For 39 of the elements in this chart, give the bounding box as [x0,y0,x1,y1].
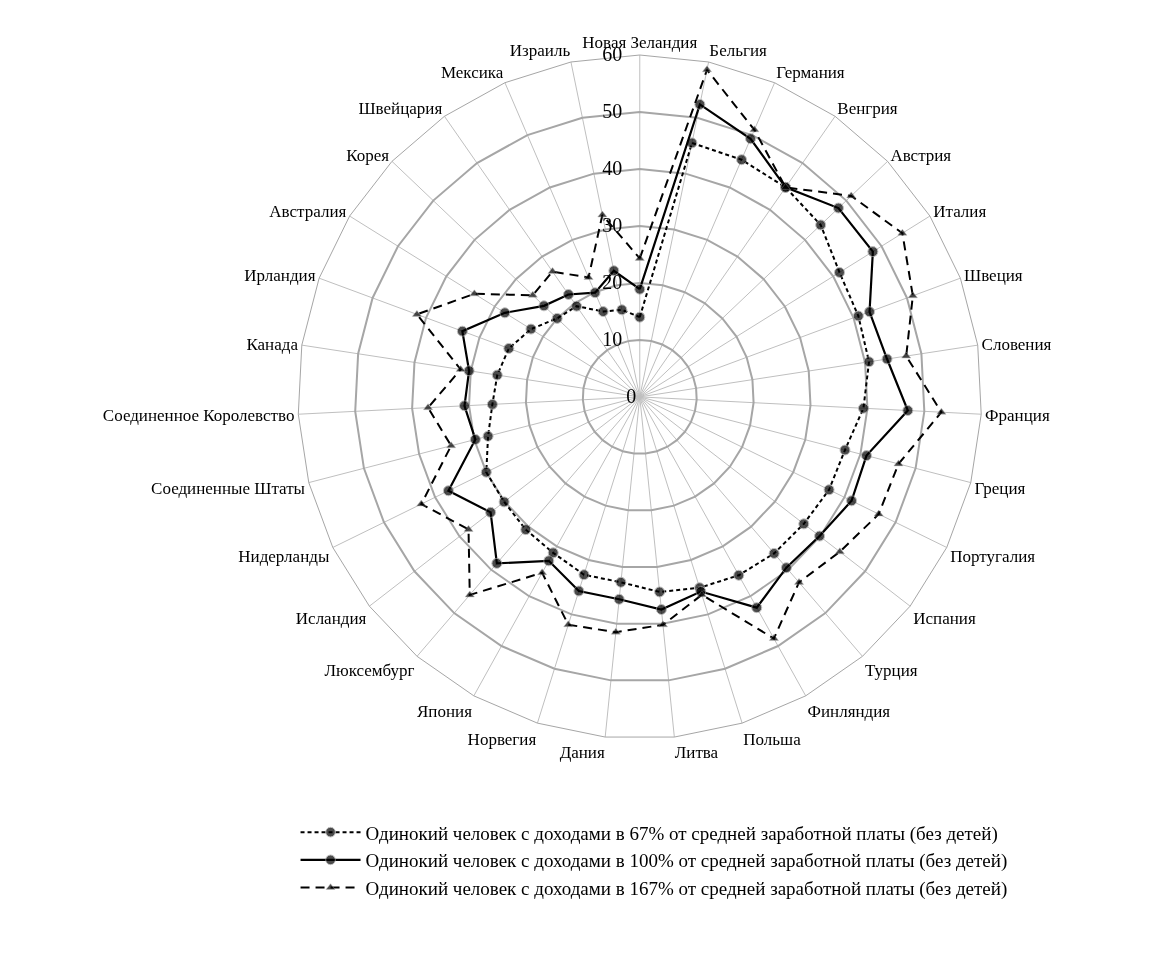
spoke-label: Швеция [964,266,1023,286]
spoke-label: Ирландия [244,266,316,286]
spoke-label: Норвегия [467,729,537,749]
spoke-label: Швейцария [358,98,443,118]
y-tick-label: 40 [602,157,637,180]
y-tick-label: 50 [602,100,637,123]
spoke-label: Польша [743,729,802,749]
spoke-label: Канада [246,334,299,354]
spoke-label: Австралия [269,202,347,222]
spoke-label: Испания [913,608,976,628]
spoke-label: Корея [346,145,390,165]
spoke-label: Турция [865,661,918,681]
spoke-label: Япония [417,702,473,722]
spoke-label: Италия [933,202,987,222]
y-tick-label: 0 [626,385,637,408]
spoke-label: Израиль [509,41,571,61]
y-tick-label: 20 [602,271,637,294]
spoke-label: Греция [974,478,1026,498]
spoke-label: Венгрия [837,98,898,118]
legend-label: Одинокий человек с доходами в 100% от средней заработной платы (без детей) [365,850,1008,873]
spoke-label: Нидерланды [238,547,330,567]
spoke-label: Финляндия [807,702,891,722]
spoke-label: Литва [674,743,719,763]
spoke-label: Люксембург [324,661,415,681]
y-tick-label: 10 [602,328,637,351]
spoke-label: Соединенные Штаты [151,478,306,498]
spoke-label: Австрия [890,145,952,165]
y-tick-label: 30 [602,214,637,237]
legend-label: Одинокий человек с доходами в 167% от средней заработной платы (без детей) [365,877,1008,900]
spoke-label: Мексика [440,63,504,83]
spoke-label: Франция [985,406,1050,426]
spoke-label: Португалия [950,547,1036,567]
legend-label: Одинокий человек с доходами в 67% от средней заработной платы (без детей) [365,822,998,845]
spoke-label: Германия [776,63,845,83]
spoke-label: Бельгия [709,41,767,61]
spoke-label: Исландия [295,608,367,628]
spoke-label: Соединенное Королевство [102,406,295,426]
spoke-label: Дания [559,743,605,763]
spoke-label: Словения [981,334,1052,354]
